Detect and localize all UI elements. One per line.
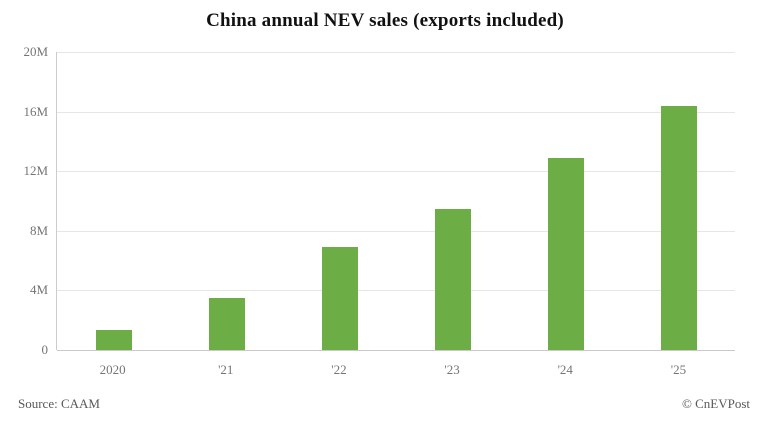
bar-22 [321, 247, 358, 350]
y-tick-label: 0 [41, 342, 49, 357]
x-tick-label: '21 [218, 362, 234, 377]
y-tick-label: 20M [23, 44, 48, 59]
bar-24 [548, 158, 585, 350]
bar-21 [208, 297, 245, 350]
bar-23 [435, 208, 472, 350]
gridline [57, 171, 735, 173]
y-tick-label: 12M [23, 163, 48, 179]
bar-2020 [95, 329, 132, 350]
x-tick-label: '24 [557, 362, 573, 377]
y-tick-label: 4M [29, 282, 48, 298]
x-tick-label: 2020 [99, 362, 126, 377]
gridline [57, 290, 735, 292]
y-tick-label: 16M [23, 103, 48, 119]
x-axis-baseline [57, 350, 735, 351]
gridline [57, 230, 735, 232]
gridline [57, 52, 735, 53]
copyright-label: © CnEVPost [681, 396, 750, 411]
bar-25 [661, 105, 698, 350]
source-label: Source: CAAM [18, 396, 100, 411]
plot-area [56, 52, 735, 351]
gridline [57, 111, 735, 113]
x-tick-label: '23 [444, 362, 460, 377]
x-tick-label: '22 [331, 362, 347, 377]
chart-title: China annual NEV sales (exports included… [206, 10, 564, 31]
x-tick-label: '25 [670, 362, 687, 377]
y-tick-label: 8M [29, 222, 48, 238]
